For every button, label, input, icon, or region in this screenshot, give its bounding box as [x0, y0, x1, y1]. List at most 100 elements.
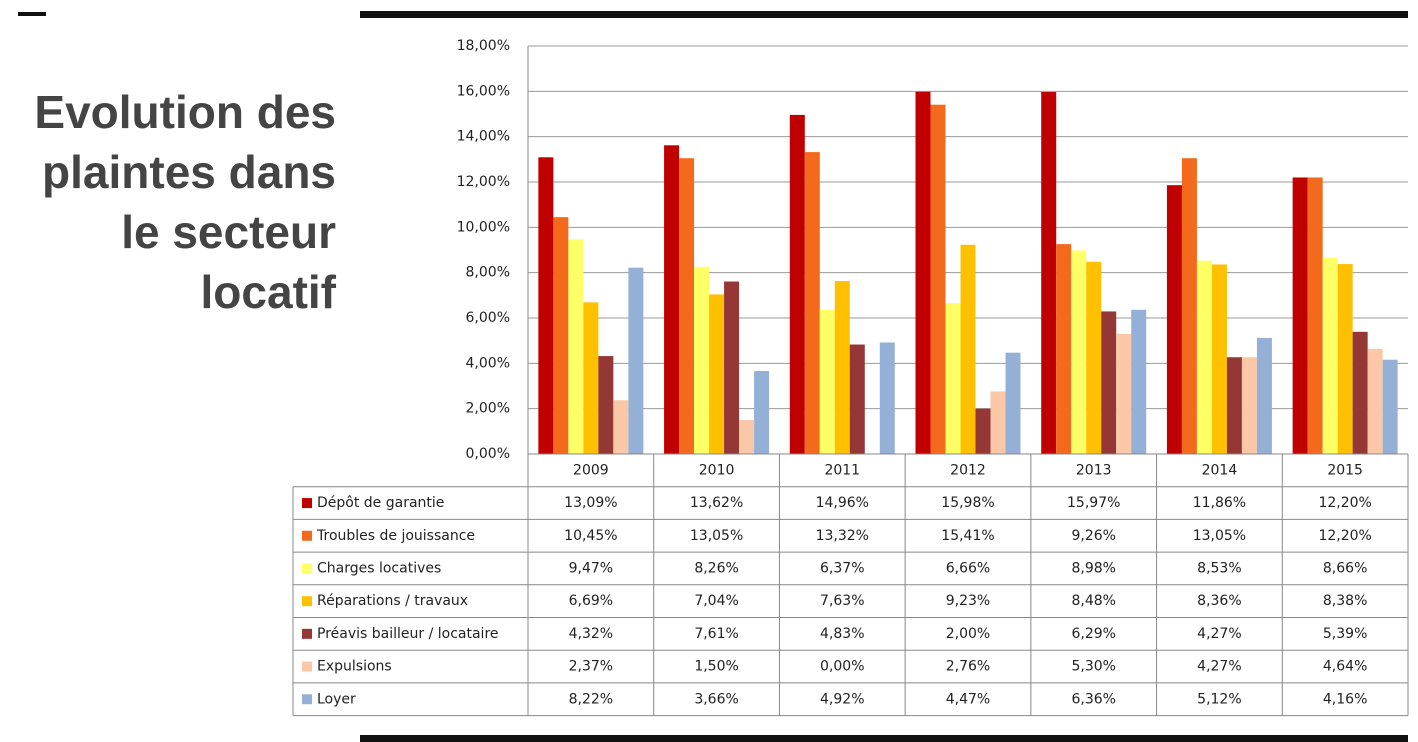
bar: [960, 244, 976, 454]
bar: [583, 302, 599, 454]
bar: [628, 267, 644, 454]
data-label: 10,45%: [564, 528, 617, 544]
bar: [1307, 177, 1323, 454]
data-label: 8,53%: [1197, 560, 1241, 576]
data-label: 11,86%: [1193, 495, 1246, 511]
data-label: 15,41%: [941, 528, 994, 544]
y-tick-label: 8,00%: [466, 265, 510, 281]
data-label: 13,32%: [816, 528, 869, 544]
x-tick-label: 2015: [1327, 462, 1363, 478]
legend-label: Expulsions: [317, 659, 392, 675]
bar: [879, 342, 895, 454]
data-label: 6,29%: [1071, 626, 1115, 642]
bar: [709, 294, 725, 454]
data-label: 2,76%: [946, 659, 990, 675]
data-label: 7,61%: [694, 626, 738, 642]
bar: [724, 281, 740, 454]
legend-swatch: [302, 694, 312, 705]
x-tick-label: 2010: [699, 462, 735, 478]
y-tick-label: 12,00%: [457, 174, 510, 190]
bar: [1056, 244, 1072, 454]
data-label: 13,05%: [690, 528, 743, 544]
legend-label: Charges locatives: [317, 560, 441, 576]
bar: [694, 266, 710, 454]
data-label: 15,98%: [941, 495, 994, 511]
bar: [804, 152, 820, 454]
y-tick-label: 14,00%: [457, 129, 510, 145]
data-label: 2,00%: [946, 626, 990, 642]
data-label: 4,27%: [1197, 626, 1241, 642]
legend-label: Loyer: [317, 691, 356, 707]
data-label: 8,36%: [1197, 593, 1241, 609]
bar: [538, 157, 554, 454]
legend-label: Troubles de jouissance: [316, 528, 475, 544]
data-label: 7,63%: [820, 593, 864, 609]
bar: [789, 114, 805, 454]
data-label: 5,39%: [1323, 626, 1367, 642]
bar: [1071, 250, 1087, 454]
bar: [754, 371, 770, 454]
bar: [990, 391, 1006, 454]
data-label: 12,20%: [1318, 495, 1371, 511]
data-label: 5,30%: [1071, 659, 1115, 675]
x-tick-label: 2009: [573, 462, 609, 478]
legend-label: Préavis bailleur / locataire: [317, 626, 499, 642]
data-label: 14,96%: [816, 495, 869, 511]
data-label: 9,23%: [946, 593, 990, 609]
x-tick-label: 2013: [1076, 462, 1112, 478]
data-label: 4,83%: [820, 626, 864, 642]
legend-swatch: [302, 530, 312, 541]
bar: [553, 217, 569, 454]
chart-title: Evolution des plaintes dans le secteur l…: [34, 86, 336, 318]
data-label: 2,37%: [569, 659, 613, 675]
y-tick-label: 16,00%: [457, 83, 510, 99]
bar: [1131, 309, 1147, 454]
data-label: 12,20%: [1318, 528, 1371, 544]
bar: [945, 303, 961, 454]
y-tick-label: 10,00%: [457, 219, 510, 235]
legend-label: Réparations / travaux: [317, 593, 468, 609]
bar: [739, 420, 755, 454]
x-tick-label: 2012: [950, 462, 986, 478]
bar: [1101, 311, 1117, 454]
bar: [1322, 257, 1338, 454]
bar: [1382, 359, 1398, 454]
x-tick-label: 2014: [1202, 462, 1238, 478]
bar: [1256, 337, 1272, 454]
data-label: 6,36%: [1071, 691, 1115, 707]
data-label: 5,12%: [1197, 691, 1241, 707]
legend-swatch: [302, 498, 312, 509]
bar: [1352, 331, 1368, 454]
data-label: 4,16%: [1323, 691, 1367, 707]
data-label: 6,66%: [946, 560, 990, 576]
bar: [819, 309, 835, 454]
bar: [1211, 264, 1227, 454]
legend-swatch: [302, 563, 312, 574]
y-tick-label: 6,00%: [466, 310, 510, 326]
y-tick-label: 0,00%: [466, 446, 510, 462]
data-label: 4,27%: [1197, 659, 1241, 675]
bar: [1292, 177, 1308, 454]
bar: [1337, 264, 1353, 454]
bar: [1241, 357, 1257, 454]
data-label: 4,47%: [946, 691, 990, 707]
legend-swatch: [302, 628, 312, 639]
data-label: 6,37%: [820, 560, 864, 576]
data-label: 3,66%: [694, 691, 738, 707]
accent-dash: [18, 12, 46, 16]
bar: [834, 281, 850, 454]
bar: [1116, 333, 1132, 454]
data-label: 8,48%: [1071, 593, 1115, 609]
bar: [613, 400, 629, 454]
data-label: 1,50%: [694, 659, 738, 675]
data-label: 8,22%: [569, 691, 613, 707]
data-label: 4,92%: [820, 691, 864, 707]
data-label: 15,97%: [1067, 495, 1120, 511]
bar: [568, 239, 584, 454]
bar: [930, 104, 946, 454]
bar: [1367, 348, 1383, 454]
y-tick-label: 18,00%: [457, 38, 510, 54]
bar: [679, 158, 695, 454]
bar: [975, 408, 991, 454]
